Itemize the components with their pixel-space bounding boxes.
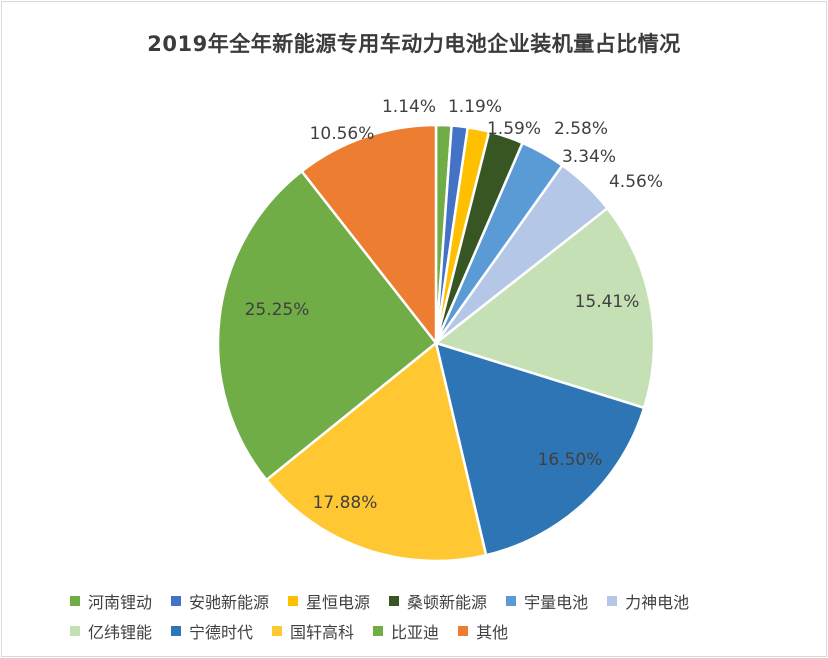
legend: 河南锂动 安驰新能源 星恒电源 桑顿新能源 宇量电池 力神电池 亿纬锂能 宁德时代 国轩高科 比… [70,586,790,646]
legend-item-6: 力神电池 [607,589,689,613]
legend-item-4: 桑顿新能源 [389,589,487,613]
legend-label: 比亚迪 [391,623,440,642]
legend-label: 桑顿新能源 [407,593,488,612]
legend-swatch [171,596,182,606]
data-label-5: 3.34% [562,147,616,167]
legend-label: 安驰新能源 [189,593,270,612]
legend-label: 力神电池 [625,593,690,612]
legend-swatch [70,596,80,606]
legend-item-7: 亿纬锂能 [70,619,152,643]
pie-slice-11 [300,123,438,345]
legend-swatch [272,626,283,636]
legend-item-9: 国轩高科 [272,619,354,643]
legend-row: 河南锂动 安驰新能源 星恒电源 桑顿新能源 宇量电池 力神电池 [70,586,790,616]
data-label-8: 16.50% [538,450,603,470]
legend-swatch [458,626,469,636]
legend-swatch [373,626,384,636]
legend-swatch [288,596,299,606]
legend-swatch [607,596,618,606]
legend-swatch [506,596,517,606]
legend-label: 亿纬锂能 [88,623,153,642]
legend-label: 星恒电源 [306,593,371,612]
pie-slice-10 [216,170,438,482]
data-label-6: 4.56% [609,172,663,192]
legend-label: 河南锂动 [88,593,153,612]
legend-label: 其他 [476,623,509,642]
chart-title: 2019年全年新能源专用车动力电池企业装机量占比情况 [147,32,681,56]
legend-item-5: 宇量电池 [506,589,588,613]
legend-label: 国轩高科 [290,623,355,642]
data-label-9: 17.88% [313,493,378,513]
legend-item-3: 星恒电源 [288,589,370,613]
legend-label: 宇量电池 [524,593,589,612]
legend-item-11: 其他 [458,619,508,643]
legend-item-2: 安驰新能源 [171,589,269,613]
legend-item-10: 比亚迪 [373,619,439,643]
data-label-2: 1.19% [448,97,502,117]
legend-swatch [70,626,80,636]
data-label-4: 2.58% [554,119,608,139]
legend-item-8: 宁德时代 [171,619,253,643]
data-label-10: 25.25% [245,300,310,320]
data-label-1: 1.14% [382,97,436,117]
data-label-11: 10.56% [310,124,375,144]
legend-swatch [389,596,400,606]
pie-slice-8 [434,341,646,557]
pie-slice-7 [434,207,656,410]
legend-item-1: 河南锂动 [70,589,152,613]
data-label-7: 15.41% [575,292,640,312]
pie-slice-9 [265,341,488,563]
legend-swatch [171,626,182,636]
legend-row: 亿纬锂能 宁德时代 国轩高科 比亚迪 其他 [70,616,790,646]
legend-label: 宁德时代 [189,623,254,642]
data-label-3: 1.59% [487,119,541,139]
